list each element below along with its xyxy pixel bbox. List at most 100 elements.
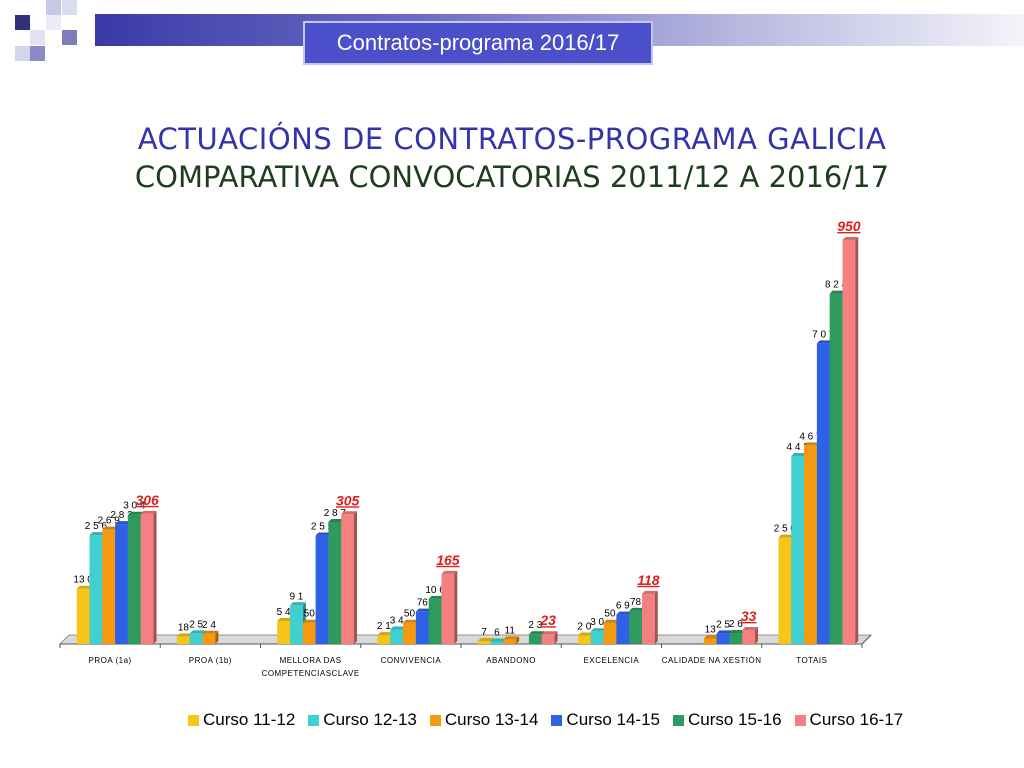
bar-front xyxy=(189,633,203,644)
bar-front xyxy=(541,634,555,644)
legend-swatch xyxy=(551,714,563,726)
title-line-2: COMPARATIVA CONVOCATORIAS 2011/12 A 2016… xyxy=(134,160,890,194)
bar-top xyxy=(102,526,119,530)
bar-front xyxy=(503,639,517,644)
bar-front xyxy=(816,343,830,644)
bar-side xyxy=(354,511,358,644)
highlight-label: 33 xyxy=(741,608,757,624)
bar-top xyxy=(328,518,345,522)
data-label: 6 9 xyxy=(616,601,630,612)
highlight-label: 23 xyxy=(539,612,556,628)
bar-side xyxy=(654,590,658,644)
legend-item: Curso 16-17 xyxy=(794,710,903,730)
bar-front xyxy=(102,529,116,644)
bar-front xyxy=(616,614,630,644)
bar-top xyxy=(403,619,419,623)
bar-top xyxy=(302,619,319,623)
data-label: 2 3 xyxy=(528,620,542,631)
bar-front xyxy=(577,635,591,644)
data-label: 50 xyxy=(404,609,416,620)
legend-swatch xyxy=(672,714,684,726)
highlight-label: 305 xyxy=(336,492,360,508)
x-tick-label: CONVIVENCIA xyxy=(381,656,442,665)
data-label: 13 0 xyxy=(73,575,93,586)
header-label: Contratos-programa 2016/17 xyxy=(303,21,653,65)
bar-front xyxy=(403,622,416,644)
bar-top xyxy=(590,628,607,632)
bar-top xyxy=(791,453,808,457)
bar-side xyxy=(755,626,759,644)
bar-top xyxy=(804,442,820,446)
bar-front xyxy=(76,588,90,644)
data-label: 5 4 xyxy=(277,607,291,618)
data-label: 50 xyxy=(604,609,616,620)
bar-top xyxy=(629,607,645,611)
bar-front xyxy=(477,641,491,644)
legend-item: Curso 12-13 xyxy=(308,710,417,730)
bar-top xyxy=(290,602,306,606)
bar-top xyxy=(315,532,332,536)
bar-top xyxy=(716,630,733,634)
bar-top xyxy=(377,632,394,636)
data-label: 50 xyxy=(304,609,316,620)
data-label: 2 5 0 xyxy=(774,524,797,535)
bar-side xyxy=(454,570,458,644)
data-label: 3 0 4 xyxy=(123,501,146,512)
bar-front xyxy=(703,638,717,644)
bar-front xyxy=(390,629,404,644)
bar-top xyxy=(742,626,759,630)
bar-front xyxy=(202,633,216,644)
bar-top xyxy=(140,510,157,514)
legend-item: Curso 13-14 xyxy=(429,710,538,730)
data-label: 2 0 xyxy=(577,621,591,632)
bar-top xyxy=(703,635,720,639)
highlight-label: 165 xyxy=(436,552,460,568)
bar-front xyxy=(603,622,617,644)
data-label: 2 1 xyxy=(377,621,391,632)
bar-top xyxy=(842,237,859,240)
x-tick-label: PROA (1b) xyxy=(189,656,232,665)
data-label: 2 8 2 xyxy=(110,510,133,521)
bar-side xyxy=(215,630,219,644)
data-label: 7 xyxy=(481,627,487,638)
bar-front xyxy=(428,598,442,644)
data-label: 8 2 4 xyxy=(825,280,848,291)
legend-swatch xyxy=(188,714,199,726)
bar-front xyxy=(377,635,391,644)
bar-front xyxy=(315,535,329,644)
bar-front xyxy=(742,629,756,644)
bar-top xyxy=(816,340,833,344)
data-label: 9 1 xyxy=(289,591,303,602)
data-label: 13 xyxy=(705,624,717,635)
x-tick-label: ABANDONO xyxy=(486,656,536,665)
bar-top xyxy=(176,633,193,637)
data-label: 76 xyxy=(417,598,429,609)
bar-front xyxy=(629,610,642,644)
bar-top xyxy=(189,630,206,634)
bar-top xyxy=(341,511,358,515)
data-label: 4 4 2 xyxy=(787,442,810,453)
bar-side xyxy=(516,636,520,644)
bar-top xyxy=(541,631,558,635)
data-label: 7 0 7 xyxy=(812,329,835,340)
bar-front xyxy=(290,605,303,644)
bar-top xyxy=(528,631,545,635)
bar-top xyxy=(729,629,746,633)
highlight-label: 950 xyxy=(837,218,861,234)
bar-front xyxy=(176,636,190,644)
bar-front xyxy=(89,535,103,644)
bar-front xyxy=(302,622,316,644)
data-label: 10 6 xyxy=(425,585,445,596)
bar-top xyxy=(477,638,494,642)
bar-top xyxy=(89,532,106,536)
x-tick-label: EXCELENCIA xyxy=(584,656,640,665)
legend-label: Curso 12-13 xyxy=(323,710,417,729)
data-label: 6 xyxy=(494,627,500,638)
bar-front xyxy=(415,611,429,644)
bar-top xyxy=(415,608,432,612)
bar-side xyxy=(153,510,157,644)
bar-front xyxy=(277,621,291,644)
bar-front xyxy=(842,240,856,644)
bar-top xyxy=(778,534,795,538)
legend-item: Curso 14-15 xyxy=(551,710,660,730)
